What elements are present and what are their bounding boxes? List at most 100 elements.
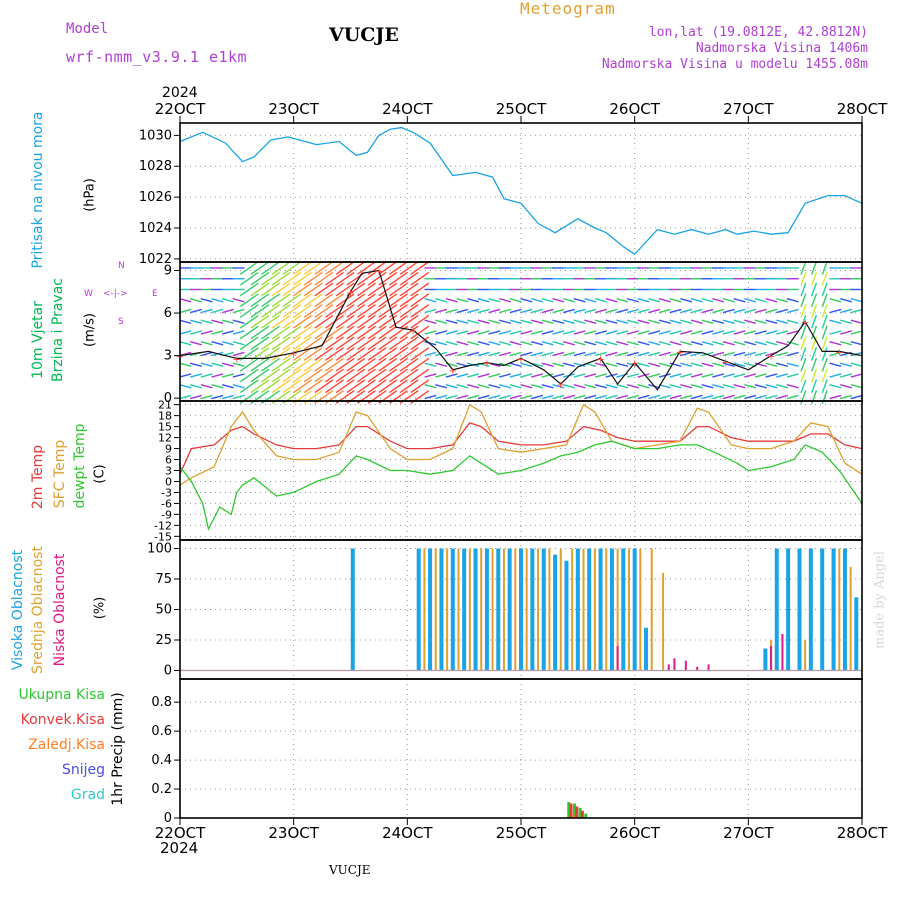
wind-arrow xyxy=(232,330,245,335)
wind-arrow xyxy=(744,384,757,389)
wind-arrow xyxy=(367,336,387,351)
wind-arrow xyxy=(626,330,639,335)
wind-arrow xyxy=(477,308,490,314)
wind-arrow xyxy=(179,373,192,378)
high-cloud-bar xyxy=(350,548,355,671)
wind-arrow xyxy=(211,341,224,346)
wind-arrow xyxy=(520,330,533,335)
wind-arrow xyxy=(271,325,291,340)
wind-arrow xyxy=(378,347,398,361)
wind-arrow xyxy=(378,357,398,372)
wind-arrow xyxy=(669,298,682,303)
wind-arrow xyxy=(314,314,334,329)
wind-arrow xyxy=(399,282,419,297)
y-tick-label: 0.2 xyxy=(151,782,172,797)
wind-arrow xyxy=(239,304,259,318)
wind-arrow xyxy=(594,308,607,314)
wind-arrow xyxy=(346,293,366,308)
wind-arrow xyxy=(850,362,863,367)
wind-arrow xyxy=(594,373,607,378)
wind-arrow xyxy=(456,341,469,346)
wind-arrow xyxy=(509,319,522,324)
wind-arrow xyxy=(410,336,430,351)
wind-arrow xyxy=(239,282,259,297)
wind-arrow xyxy=(573,362,586,367)
wind-arrow xyxy=(367,379,387,394)
wind-arrow xyxy=(357,357,376,372)
wind-arrow xyxy=(509,384,522,389)
wind-arrow xyxy=(605,394,618,400)
high-cloud-bar xyxy=(808,548,813,671)
wind-arrow xyxy=(335,336,355,351)
compass-cross: <-|-> xyxy=(103,289,128,299)
wind-gust-marker: + xyxy=(801,318,809,329)
wind-arrow xyxy=(499,341,511,346)
wind-arrow xyxy=(435,330,448,335)
wind-arrow xyxy=(648,373,661,378)
wind-arrow xyxy=(271,293,291,308)
wind-arrow xyxy=(200,351,213,357)
wind-arrow xyxy=(314,357,334,372)
wind-arrow xyxy=(314,304,334,318)
pressure-ylabel: Pritisak na nivou mora xyxy=(30,111,46,269)
wind-arrow xyxy=(765,319,778,324)
wind-arrow xyxy=(221,308,234,314)
mid-cloud-bar xyxy=(627,548,630,671)
wind-arrow xyxy=(821,325,828,340)
wind-arrow xyxy=(616,384,629,389)
wind-arrow xyxy=(637,330,650,335)
wind-arrow xyxy=(531,394,543,400)
wind-arrow xyxy=(637,373,650,378)
wind-arrow xyxy=(293,293,312,308)
wind-arrow xyxy=(250,282,270,297)
wind-arrow xyxy=(701,308,714,314)
wind-arrow xyxy=(367,347,387,361)
wind-arrow xyxy=(357,261,376,275)
mid-cloud-bar xyxy=(650,548,653,671)
y-tick-label: 100 xyxy=(147,542,172,557)
wind-arrow xyxy=(722,351,735,357)
wind-arrow xyxy=(271,379,291,394)
wind-arrow xyxy=(531,308,543,314)
wind-arrow xyxy=(389,282,408,297)
wind-arrow xyxy=(282,347,302,361)
wind-arrow xyxy=(399,379,419,394)
wind-arrow xyxy=(282,357,302,372)
wind-arrow xyxy=(744,341,757,346)
high-cloud-bar xyxy=(462,548,467,671)
wind-arrow xyxy=(410,347,430,361)
wind-arrow xyxy=(271,357,291,372)
mid-cloud-bar xyxy=(434,548,437,671)
wind-arrow xyxy=(690,341,703,346)
mid-cloud-bar xyxy=(605,548,608,671)
wind-arrow xyxy=(239,379,259,394)
wind-arrow xyxy=(840,319,852,324)
wind-arrow xyxy=(282,336,302,351)
wind-arrow xyxy=(467,341,480,346)
wind-arrow xyxy=(211,373,224,378)
wind-arrow xyxy=(239,314,259,329)
wind-arrow xyxy=(541,351,554,357)
wind-arrow xyxy=(314,368,334,383)
wind-arrow xyxy=(346,336,366,351)
wind-arrow xyxy=(357,336,376,351)
y-tick-label: 9 xyxy=(164,264,172,279)
wind-arrow xyxy=(786,319,799,324)
wind-arrow xyxy=(239,357,259,372)
y-tick-label: -12 xyxy=(154,519,172,532)
wind-arrow xyxy=(250,325,270,340)
mid-cloud-bar xyxy=(502,548,505,671)
wind-arrow xyxy=(346,261,366,275)
wind-arrow xyxy=(467,394,480,400)
wind-arrow xyxy=(605,308,618,314)
y-tick-label: 0.4 xyxy=(151,753,172,768)
wind-arrow xyxy=(410,314,430,329)
wind-arrow xyxy=(800,325,807,340)
wind-arrow xyxy=(541,298,554,303)
y-tick-label: 6 xyxy=(164,306,172,321)
wind-arrow xyxy=(250,271,270,286)
y-tick-label: 1030 xyxy=(139,128,172,143)
wind-arrow xyxy=(200,373,213,378)
high-cloud-bar xyxy=(774,548,779,671)
